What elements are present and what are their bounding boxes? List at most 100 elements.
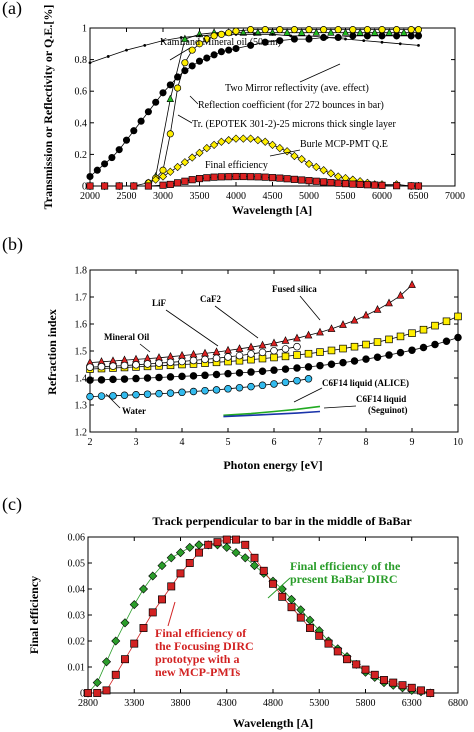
x-tick-label-b-8: 10: [453, 437, 463, 448]
point-b-0-27: [396, 290, 405, 299]
point-b-2-18: [293, 364, 301, 372]
point-a-2-16: [203, 54, 211, 62]
pointer-reflection: [189, 95, 199, 105]
pointer-c6f14-seguinot: [323, 405, 357, 409]
point-a-5-31: [349, 180, 357, 188]
point-a-1-5: [179, 36, 183, 39]
point-a-5-34: [371, 181, 379, 189]
y-axis-title-a: Transmission or Reflectivity or Q.E.[%]: [41, 5, 55, 210]
point-a-0-10: [298, 28, 306, 36]
point-c-1-1: [93, 689, 102, 697]
point-b-3-3: [120, 361, 129, 370]
point-b-4-0: [86, 392, 94, 401]
x-tick-label-c-5: 5300: [309, 698, 329, 709]
point-a-5-30: [341, 180, 350, 188]
annotation-final: Final efficiency: [205, 160, 268, 171]
point-a-3-17: [305, 26, 313, 34]
point-b-2-32: [454, 333, 462, 342]
point-b-2-1: [97, 376, 106, 384]
point-a-1-15: [362, 39, 366, 43]
point-b-3-11: [212, 354, 221, 363]
x-tick-label-b-6: 8: [364, 437, 369, 448]
point-b-3-5: [143, 360, 152, 368]
point-a-2-8: [144, 108, 152, 116]
point-b-2-29: [419, 343, 428, 352]
point-a-0-15: [371, 28, 379, 36]
point-b-2-23: [350, 357, 359, 365]
point-a-1-17: [398, 42, 402, 46]
point-c-1-23: [296, 613, 305, 622]
point-b-2-25: [373, 353, 382, 361]
y-tick-label-c-0: 0: [80, 689, 85, 700]
point-b-4-12: [224, 385, 232, 393]
annotation-mineral-oil: Mineral Oil: [104, 332, 150, 342]
point-b-4-7: [166, 389, 175, 397]
y-tick-label-a-3: 0.6: [75, 87, 88, 98]
point-a-2-3: [108, 154, 116, 162]
point-c-1-25: [315, 631, 324, 640]
annotation-kamland: KamLand Mineral oil (50 cm): [160, 37, 281, 48]
point-a-3-23: [393, 26, 401, 34]
point-b-3-18: [293, 342, 301, 351]
point-a-2-25: [305, 35, 313, 43]
point-c-0-7: [148, 571, 158, 581]
y-tick-label-b-5: 1.7: [75, 293, 88, 304]
point-b-4-16: [270, 380, 278, 388]
point-a-4-16: [231, 134, 241, 143]
x-tick-label-b-3: 5: [226, 437, 231, 448]
x-tick-label-c-6: 5800: [356, 698, 376, 709]
data-marks-c: [83, 535, 435, 698]
point-a-4-26: [304, 159, 314, 169]
point-a-2-33: [414, 32, 423, 40]
point-a-4-27: [312, 162, 321, 172]
point-b-0-18: [293, 333, 301, 342]
annotation-babar-line2: present BaBar DIRC: [290, 572, 398, 586]
point-b-1-30: [431, 321, 439, 330]
point-c-1-17: [241, 540, 250, 549]
point-a-2-9: [152, 98, 160, 106]
x-tick-label-b-0: 2: [88, 437, 93, 448]
point-c-1-28: [343, 655, 351, 664]
point-c-0-2: [101, 657, 112, 667]
point-b-3-6: [155, 359, 163, 367]
annotation-fused-silica: Fused silica: [272, 284, 317, 294]
point-a-0-13: [341, 28, 350, 36]
y-tick-label-b-1: 1.3: [75, 401, 88, 412]
point-b-0-23: [350, 315, 359, 324]
point-b-0-17: [281, 336, 290, 344]
point-b-0-8: [178, 350, 186, 359]
point-a-2-5: [122, 136, 131, 144]
point-a-3-13: [247, 26, 255, 34]
point-b-4-2: [109, 392, 117, 400]
point-a-3-16: [290, 26, 298, 34]
point-b-0-7: [166, 352, 175, 360]
point-a-5-38: [414, 182, 423, 190]
point-c-1-10: [176, 569, 185, 578]
point-b-0-12: [224, 345, 232, 354]
point-a-4-30: [334, 172, 343, 181]
point-b-1-23: [350, 342, 359, 351]
point-c-1-14: [213, 538, 222, 547]
point-a-5-4: [144, 182, 152, 190]
series-line-a-4: [90, 138, 419, 187]
y-tick-label-a-1: 0.2: [75, 150, 88, 161]
point-a-5-2: [115, 182, 123, 190]
panel-letter-a: (a): [2, 0, 22, 19]
point-b-0-9: [189, 349, 198, 358]
point-a-5-0: [86, 182, 94, 190]
point-a-1-11: [289, 34, 293, 38]
pointer-babar: [267, 577, 291, 599]
point-c-1-21: [278, 592, 287, 601]
point-b-3-17: [281, 345, 290, 353]
annotation-epotek: Tr. (EPOTEK 301-2)-25 microns thick sing…: [192, 119, 396, 130]
point-a-1-16: [380, 40, 384, 44]
point-a-4-12: [202, 143, 211, 153]
point-a-2-7: [137, 117, 145, 125]
point-a-4-21: [268, 140, 277, 150]
point-a-5-6: [166, 180, 174, 188]
point-a-4-20: [261, 137, 270, 146]
point-a-5-11: [203, 174, 211, 182]
x-tick-label-c-8: 6800: [448, 698, 468, 709]
point-b-4-14: [247, 382, 255, 391]
point-b-4-18: [293, 376, 301, 385]
